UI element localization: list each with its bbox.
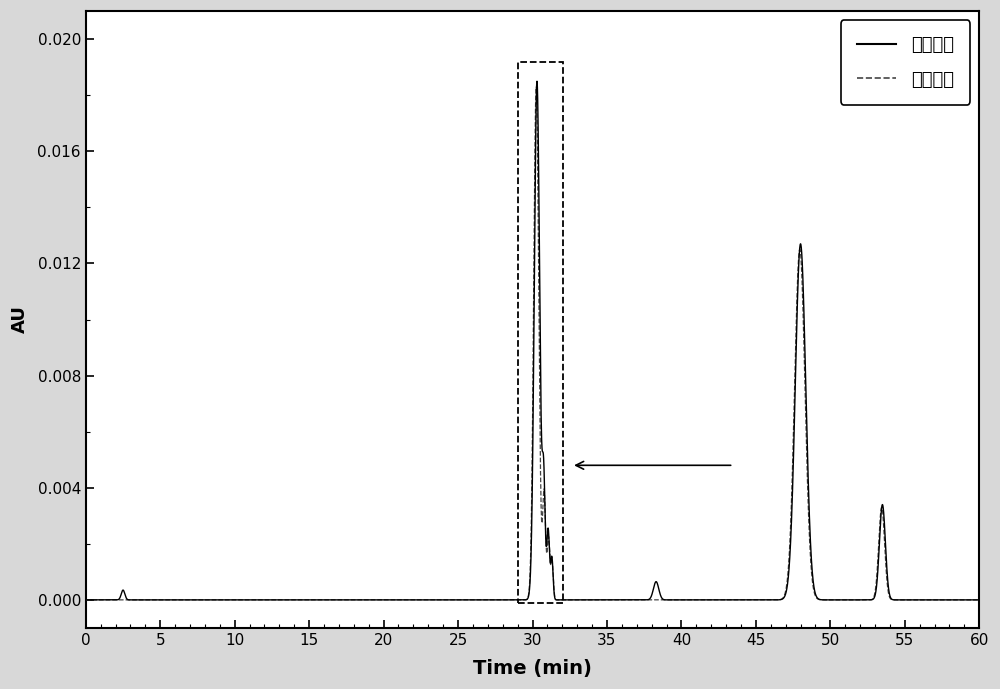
矢车菊素 xyxy=(311,596,323,604)
Bar xyxy=(518,61,563,603)
原花色素 xyxy=(311,596,323,604)
原花色素 xyxy=(623,596,635,604)
矢车菊素 xyxy=(973,596,985,604)
矢车菊素 xyxy=(80,596,92,604)
原花色素 xyxy=(531,77,543,85)
原花色素 xyxy=(127,596,139,604)
原花色素 xyxy=(212,596,224,604)
原花色素 xyxy=(80,596,92,604)
矢车菊素 xyxy=(212,596,224,604)
矢车菊素 xyxy=(623,596,635,604)
矢车菊素 xyxy=(530,83,542,91)
矢车菊素 xyxy=(550,595,562,604)
Line: 原花色素: 原花色素 xyxy=(86,81,979,600)
Line: 矢车菊素: 矢车菊素 xyxy=(86,87,979,600)
原花色素 xyxy=(550,596,562,604)
矢车菊素 xyxy=(537,495,549,503)
原花色素 xyxy=(537,450,549,458)
原花色素 xyxy=(973,596,985,604)
Y-axis label: AU: AU xyxy=(11,306,29,333)
Legend: 原花色素, 矢车菊素: 原花色素, 矢车菊素 xyxy=(841,20,970,105)
原花色素 xyxy=(186,596,198,604)
X-axis label: Time (min): Time (min) xyxy=(473,659,592,678)
矢车菊素 xyxy=(127,596,139,604)
